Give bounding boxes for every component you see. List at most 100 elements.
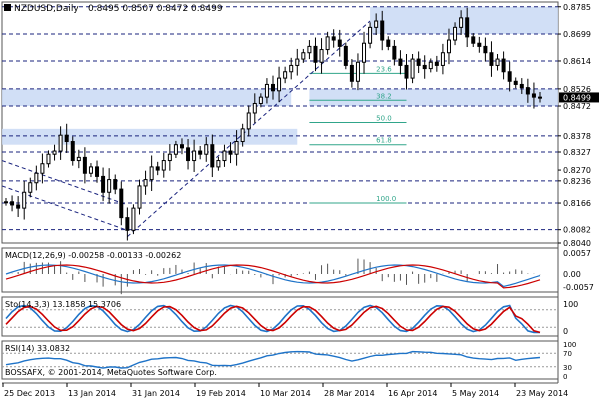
sto-tick-1: 0 [563,327,568,336]
candle-body-74 [453,26,458,41]
candle-body-68 [416,58,421,66]
fib-label-3: 61.8 [376,137,392,145]
candle-body-64 [392,45,397,60]
candle-body-41 [252,102,257,114]
fib-label-1: 38.2 [376,92,392,100]
candle-body-36 [222,150,227,162]
candle-body-79 [483,45,488,54]
candle-body-24 [149,166,154,181]
date-label-6: 16 Apr 2014 [388,389,437,398]
candle-body-88 [538,96,542,99]
candle-body-55 [337,39,342,47]
candle-body-1 [10,201,15,206]
rsi-title: RSI(14) 33.0832 [5,344,70,353]
fib-label-4: 100.0 [376,195,396,203]
candle-body-7 [46,153,51,165]
resistance-zone-top [370,6,558,35]
macd-title: MACD(12,26,9) -0.00258 -0.00133 -0.00262 [5,251,181,260]
candle-body-33 [204,144,209,155]
candle-body-28 [173,144,178,155]
candle-body-14 [88,166,93,174]
price-tick-12: 0.8040 [563,239,591,248]
date-label-2: 31 Jan 2014 [132,389,180,398]
candle-body-11 [70,141,75,162]
candle-body-82 [501,58,506,73]
date-label-4: 10 Mar 2014 [260,389,311,398]
candle-body-6 [40,163,45,174]
sto-tick-0: 100 [563,300,578,309]
candle-body-27 [167,153,172,162]
candle-body-4 [28,182,33,193]
macd-tick-2: -0.0057 [563,283,594,292]
macd-line [5,264,541,288]
date-label-5: 28 Mar 2014 [324,389,375,398]
candle-body-86 [525,87,530,95]
price-tick-11: 0.8082 [563,226,591,235]
price-tick-8: 0.8270 [563,166,591,175]
candle-body-53 [325,36,330,51]
candle-body-46 [283,71,288,79]
candle-body-57 [349,64,354,82]
price-tick-3: 0.8526 [563,85,591,94]
candle-body-58 [355,61,360,82]
candle-body-34 [210,144,215,168]
candle-body-21 [131,207,136,231]
candle-body-37 [228,150,233,155]
candle-body-42 [258,96,263,104]
date-label-7: 5 May 2014 [452,389,499,398]
sto-k-line [5,304,540,334]
rsi-tick-0: 100 [563,341,576,349]
candle-body-77 [471,36,476,44]
candle-body-17 [107,179,112,193]
price-tick-7: 0.8327 [563,148,591,157]
rsi-line [5,350,541,369]
date-label-1: 13 Jan 2014 [68,389,116,398]
panel-rsi-frame [1,340,559,380]
current-price-tag [559,92,599,103]
candle-body-43 [264,83,269,98]
candle-body-9 [58,134,63,152]
macd-signal-line [5,264,541,289]
candle-body-38 [234,141,239,155]
price-tick-10: 0.8166 [563,199,591,208]
candle-body-26 [161,160,166,171]
candle-body-60 [368,26,373,44]
candle-body-67 [410,58,415,79]
candle-body-50 [307,45,312,54]
candle-body-51 [313,45,318,63]
candle-body-70 [428,61,433,70]
candle-body-39 [240,128,245,143]
price-tick-1: 0.8699 [563,30,591,39]
candle-body-48 [295,58,300,66]
date-label-0: 25 Dec 2013 [4,389,55,398]
rsi-tick-2: 30 [563,364,572,372]
title-marker-icon [4,4,11,11]
candle-body-72 [440,52,445,66]
macd-tick-0: 0.0057 [563,249,591,258]
candle-body-52 [319,49,324,63]
candle-body-20 [125,217,130,231]
candle-body-40 [246,112,251,130]
candle-body-32 [198,150,203,155]
candle-body-83 [507,71,512,82]
price-tick-4: 0.8499 [563,93,591,102]
candle-body-12 [76,156,81,162]
candle-body-87 [531,93,536,98]
chart-title: NZDUSD,Daily [14,4,79,14]
fib-label-2: 50.0 [376,115,392,123]
candle-body-10 [64,134,69,143]
candle-body-56 [343,45,348,66]
fib-label-0: 23.6 [376,65,392,73]
ohlc-readout: 0.8495 0.8507 0.8472 0.8499 [88,4,223,14]
candle-body-13 [82,156,87,174]
candle-body-47 [289,64,294,73]
candle-body-8 [52,150,57,155]
candle-body-62 [380,20,385,41]
candle-body-61 [374,20,379,28]
candle-body-73 [446,39,451,54]
support-zone-left-lower [2,128,298,145]
candle-body-29 [179,144,184,149]
candle-body-18 [113,179,118,190]
price-tick-2: 0.8614 [563,57,591,66]
